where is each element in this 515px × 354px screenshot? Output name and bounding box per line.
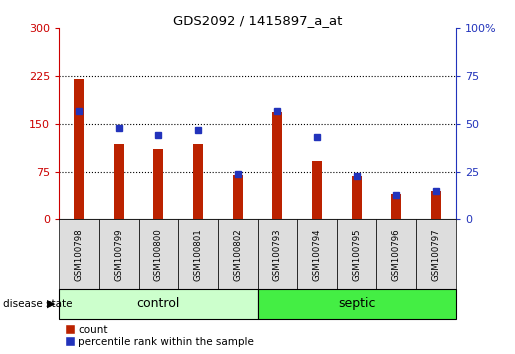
Bar	[312, 161, 322, 219]
Bar	[193, 144, 203, 219]
Text: GSM100794: GSM100794	[313, 229, 321, 281]
Bar	[391, 194, 401, 219]
Text: GSM100802: GSM100802	[233, 228, 242, 281]
Text: GSM100797: GSM100797	[432, 229, 440, 281]
Bar	[272, 113, 282, 219]
Text: GSM100795: GSM100795	[352, 229, 361, 281]
Title: GDS2092 / 1415897_a_at: GDS2092 / 1415897_a_at	[173, 14, 342, 27]
Text: GSM100793: GSM100793	[273, 229, 282, 281]
Text: ▶: ▶	[47, 299, 56, 309]
Text: control: control	[136, 297, 180, 310]
Bar	[233, 175, 243, 219]
Bar	[139, 219, 178, 290]
Text: disease state: disease state	[3, 299, 72, 309]
Text: GSM100796: GSM100796	[392, 229, 401, 281]
Legend: count, percentile rank within the sample: count, percentile rank within the sample	[64, 324, 255, 348]
Bar	[416, 219, 456, 290]
Bar	[59, 289, 258, 319]
Bar	[59, 219, 99, 290]
Bar	[114, 144, 124, 219]
Text: GSM100801: GSM100801	[194, 228, 202, 281]
Bar	[297, 219, 337, 290]
Bar	[74, 79, 84, 219]
Bar	[153, 149, 163, 219]
Bar	[178, 219, 218, 290]
Text: GSM100798: GSM100798	[75, 229, 83, 281]
Bar	[376, 219, 416, 290]
Bar	[352, 176, 362, 219]
Bar	[218, 219, 258, 290]
Bar	[258, 219, 297, 290]
Text: GSM100799: GSM100799	[114, 229, 123, 281]
Text: GSM100800: GSM100800	[154, 228, 163, 281]
Text: septic: septic	[338, 297, 375, 310]
Bar	[99, 219, 139, 290]
Bar	[258, 289, 456, 319]
Bar	[337, 219, 376, 290]
Bar	[431, 191, 441, 219]
